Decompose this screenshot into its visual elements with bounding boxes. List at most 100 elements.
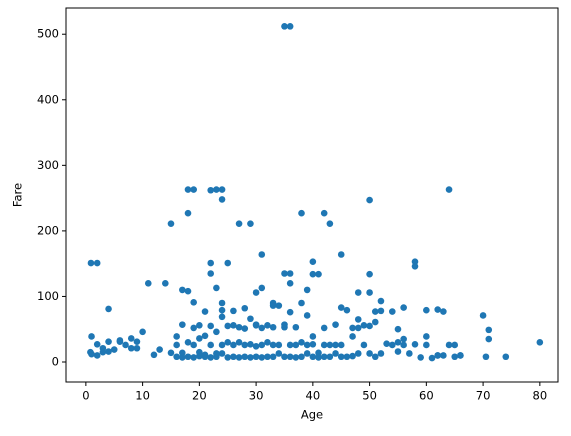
point <box>298 353 305 361</box>
point <box>332 341 339 349</box>
point <box>258 354 266 361</box>
point <box>264 339 271 346</box>
point <box>133 344 141 352</box>
point <box>445 341 453 349</box>
point <box>320 341 328 349</box>
point <box>173 333 180 340</box>
point <box>88 350 95 358</box>
point <box>207 354 215 361</box>
point <box>388 341 396 349</box>
x-tick-label: 20 <box>192 389 207 403</box>
point <box>332 321 339 328</box>
x-tick-label: 80 <box>533 389 548 403</box>
point <box>258 341 266 349</box>
point <box>247 354 254 361</box>
point <box>252 321 260 329</box>
point <box>93 352 101 359</box>
point <box>320 353 328 361</box>
point <box>247 315 254 323</box>
point <box>298 339 305 346</box>
point <box>281 353 288 361</box>
point <box>247 220 254 227</box>
plot-frame <box>65 7 559 383</box>
point <box>269 323 277 331</box>
point <box>184 339 192 346</box>
point <box>241 304 249 312</box>
point <box>371 353 379 361</box>
point <box>179 321 186 328</box>
point <box>349 333 356 340</box>
point <box>366 350 373 357</box>
point <box>184 287 192 295</box>
point <box>292 323 300 331</box>
point <box>337 304 345 311</box>
x-tick-label: 50 <box>362 389 377 403</box>
point <box>201 351 209 359</box>
point <box>423 341 430 349</box>
point <box>482 353 490 361</box>
point <box>354 289 362 296</box>
point <box>184 353 192 361</box>
point <box>337 353 345 361</box>
point <box>213 328 220 336</box>
point <box>252 289 260 296</box>
point <box>207 322 215 330</box>
point <box>451 353 459 361</box>
point <box>190 341 197 349</box>
point <box>105 305 112 313</box>
point <box>320 209 328 217</box>
point <box>332 350 339 357</box>
point <box>354 324 362 332</box>
point <box>269 341 277 349</box>
point <box>230 353 237 361</box>
point <box>417 354 424 361</box>
point <box>400 335 407 343</box>
point <box>230 321 237 329</box>
y-axis-label: Fare <box>11 183 25 207</box>
x-tick-label: 30 <box>249 389 264 403</box>
point <box>326 353 334 361</box>
point <box>218 299 226 307</box>
point <box>349 324 356 332</box>
point <box>502 353 510 361</box>
point <box>252 342 260 350</box>
point <box>235 339 243 346</box>
point <box>258 251 266 258</box>
point <box>93 259 101 267</box>
point <box>190 299 197 306</box>
point <box>196 348 203 356</box>
point <box>337 251 345 258</box>
point <box>383 340 390 347</box>
point <box>281 270 288 277</box>
point <box>235 354 243 361</box>
point <box>428 354 436 362</box>
point <box>207 270 215 277</box>
point <box>315 354 322 361</box>
point <box>354 316 362 323</box>
point <box>201 332 209 340</box>
point <box>269 353 277 361</box>
point <box>173 353 180 361</box>
point <box>105 338 112 345</box>
x-tick-label: 60 <box>419 389 434 403</box>
point <box>485 326 493 334</box>
point <box>371 308 379 315</box>
point <box>139 328 146 336</box>
point <box>179 354 186 361</box>
point <box>133 338 141 345</box>
point <box>451 341 459 349</box>
point <box>303 341 311 349</box>
point <box>309 258 317 266</box>
point <box>292 354 300 361</box>
point <box>366 196 373 204</box>
point <box>179 349 186 357</box>
point <box>292 341 300 349</box>
point <box>264 321 271 329</box>
point <box>536 339 544 346</box>
point <box>440 308 447 315</box>
point <box>309 270 317 278</box>
point <box>303 312 311 319</box>
point <box>366 289 373 296</box>
point <box>196 335 203 342</box>
